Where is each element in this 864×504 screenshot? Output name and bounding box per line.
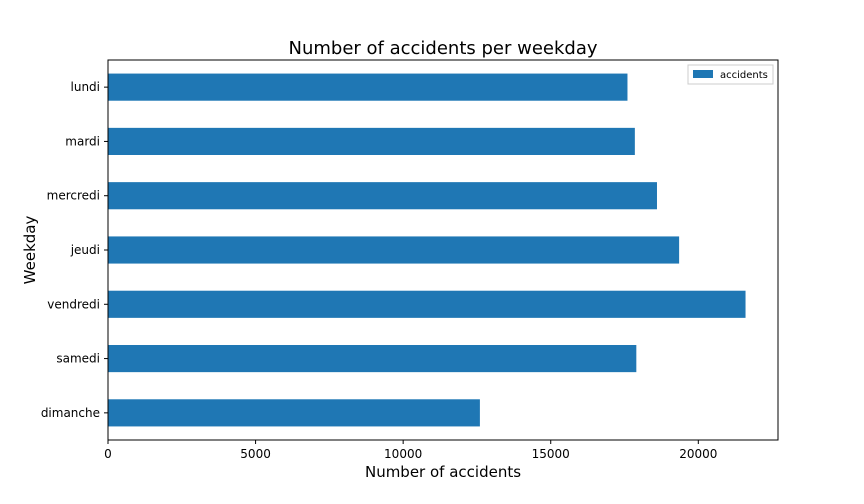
bar-vendredi <box>108 290 746 318</box>
bar-lundi <box>108 73 628 101</box>
x-axis-label: Number of accidents <box>365 463 521 481</box>
y-axis-label: Weekday <box>21 216 39 285</box>
bar-dimanche <box>108 399 480 427</box>
y-tick-label: vendredi <box>47 297 100 311</box>
bar-mercredi <box>108 182 657 210</box>
x-tick-label: 20000 <box>679 447 717 461</box>
y-tick-label: jeudi <box>70 243 100 257</box>
bar-jeudi <box>108 236 680 264</box>
y-axis-ticks: lundi mardi mercredi jeudi vendredi samedi dim… <box>41 80 108 420</box>
x-tick-label: 15000 <box>532 447 570 461</box>
x-tick-label: 5000 <box>240 447 271 461</box>
bar-mardi <box>108 127 635 155</box>
y-tick-label: lundi <box>71 80 101 94</box>
legend-label: accidents <box>720 70 768 81</box>
x-axis-ticks: 0 5000 10000 15000 20000 <box>104 440 717 461</box>
legend-box <box>687 64 774 85</box>
y-tick-label: mardi <box>65 134 100 148</box>
x-tick-label: 0 <box>104 447 112 461</box>
legend: accidents <box>687 64 774 85</box>
legend-swatch <box>693 70 713 78</box>
y-tick-label: mercredi <box>47 189 100 203</box>
y-tick-label: samedi <box>56 352 100 366</box>
bar-samedi <box>108 345 637 373</box>
y-tick-label: dimanche <box>41 406 100 420</box>
x-tick-label: 10000 <box>384 447 422 461</box>
chart-title: Number of accidents per weekday <box>288 38 597 59</box>
bars-group <box>108 73 746 427</box>
